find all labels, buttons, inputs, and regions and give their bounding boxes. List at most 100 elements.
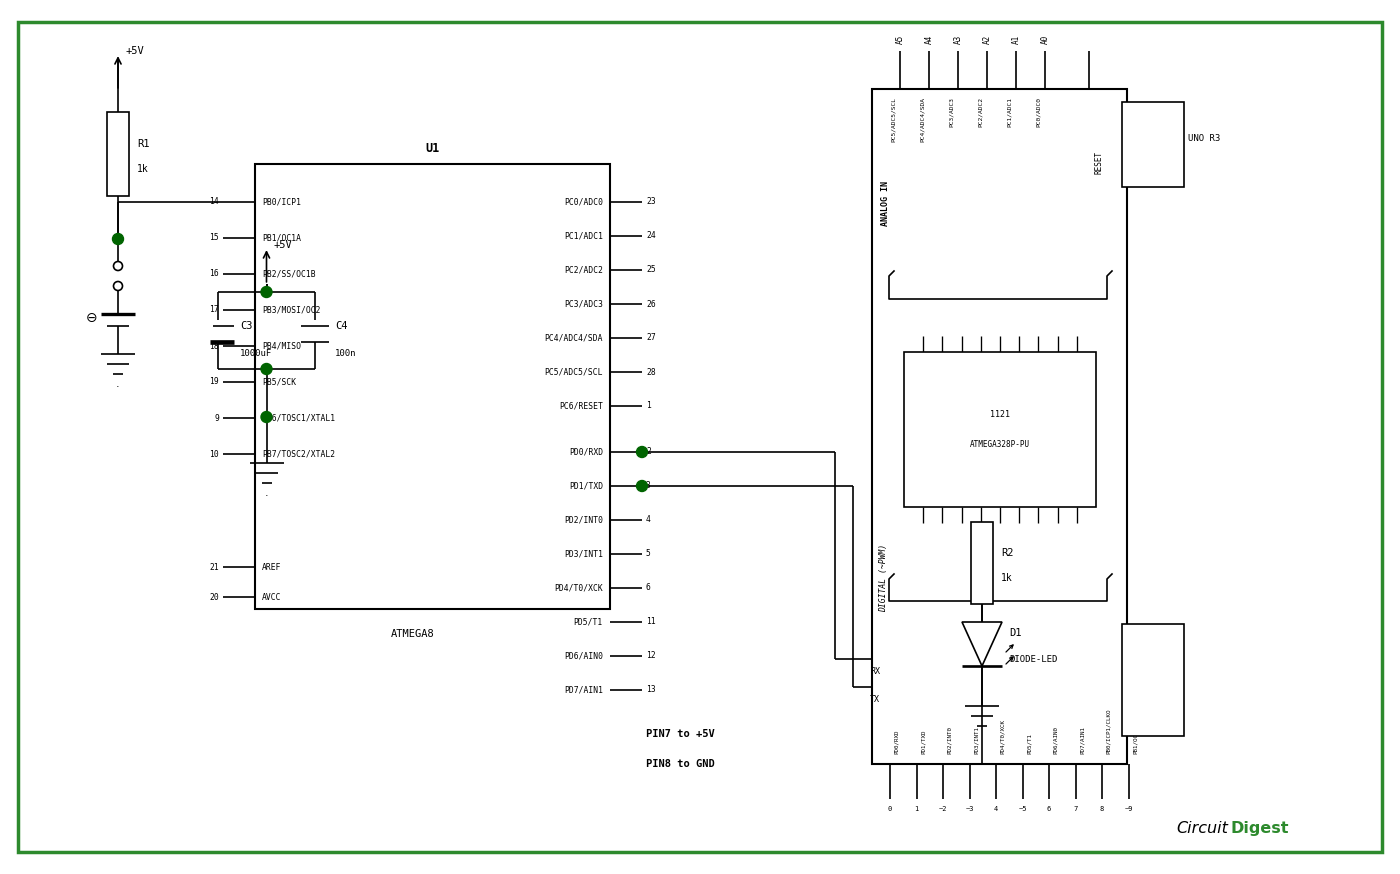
Text: AREF: AREF xyxy=(262,563,281,572)
Text: +5V: +5V xyxy=(125,46,144,56)
Text: 28: 28 xyxy=(645,367,655,377)
Text: PC5/ADC5/SCL: PC5/ADC5/SCL xyxy=(545,367,603,377)
Polygon shape xyxy=(962,622,1002,666)
Text: 0: 0 xyxy=(888,806,892,812)
Text: 4: 4 xyxy=(645,516,651,524)
Text: 1: 1 xyxy=(914,806,918,812)
Text: 23: 23 xyxy=(645,198,655,206)
Text: A1: A1 xyxy=(1011,35,1021,44)
Text: PC3/ADC3: PC3/ADC3 xyxy=(564,300,603,309)
Text: 9: 9 xyxy=(214,413,218,422)
Text: 26: 26 xyxy=(645,300,655,309)
Circle shape xyxy=(260,287,272,297)
Text: 18: 18 xyxy=(209,342,218,350)
Text: PC6/RESET: PC6/RESET xyxy=(559,401,603,411)
Text: PC5/ADC5/SCL: PC5/ADC5/SCL xyxy=(890,97,896,142)
Bar xyxy=(106,112,129,196)
Text: PD3/INT1: PD3/INT1 xyxy=(564,550,603,558)
Text: PC2/ADC2: PC2/ADC2 xyxy=(979,97,983,127)
Text: +5V: +5V xyxy=(273,240,293,250)
Text: PC3/ADC3: PC3/ADC3 xyxy=(949,97,953,127)
Text: 21: 21 xyxy=(209,563,218,572)
Text: 7: 7 xyxy=(1074,806,1078,812)
Circle shape xyxy=(637,481,647,491)
Text: 27: 27 xyxy=(645,334,655,343)
Text: PB0/ICP1/CLKO: PB0/ICP1/CLKO xyxy=(1106,709,1112,754)
Text: 3: 3 xyxy=(645,482,651,490)
Text: DIODE-LED: DIODE-LED xyxy=(1009,655,1057,664)
Text: 13: 13 xyxy=(645,685,655,695)
Text: 14: 14 xyxy=(209,198,218,206)
Text: PC4/ADC4/SDA: PC4/ADC4/SDA xyxy=(920,97,925,142)
Text: A5: A5 xyxy=(896,35,904,44)
Text: 12: 12 xyxy=(645,651,655,661)
Text: PD2/INT0: PD2/INT0 xyxy=(564,516,603,524)
Text: ATMEGA328P-PU: ATMEGA328P-PU xyxy=(970,440,1030,449)
Text: .: . xyxy=(116,379,120,389)
Text: Circuit: Circuit xyxy=(1176,821,1228,836)
Text: C4: C4 xyxy=(335,321,347,331)
Text: TX: TX xyxy=(869,695,881,704)
Text: PB4/MISO: PB4/MISO xyxy=(262,342,301,350)
Text: A0: A0 xyxy=(1040,35,1050,44)
Text: PB7/TOSC2/XTAL2: PB7/TOSC2/XTAL2 xyxy=(262,449,335,459)
Text: 24: 24 xyxy=(645,232,655,240)
Circle shape xyxy=(260,364,272,374)
Text: Digest: Digest xyxy=(1231,821,1288,836)
Text: ARDUINO UNO R3: ARDUINO UNO R3 xyxy=(1145,134,1221,143)
Text: 11: 11 xyxy=(645,618,655,627)
Text: PIN7 to +5V: PIN7 to +5V xyxy=(645,729,715,739)
Text: PB1/OC1A: PB1/OC1A xyxy=(1133,726,1137,754)
Text: PD0/RXD: PD0/RXD xyxy=(568,447,603,456)
Text: ~5: ~5 xyxy=(1018,806,1026,812)
Text: 20: 20 xyxy=(209,593,218,601)
Text: PD5/T1: PD5/T1 xyxy=(574,618,603,627)
Text: PIN8 to GND: PIN8 to GND xyxy=(645,759,715,769)
Text: ~9: ~9 xyxy=(1124,806,1133,812)
Text: PC2/ADC2: PC2/ADC2 xyxy=(564,266,603,274)
Text: PD0/RXD: PD0/RXD xyxy=(895,730,899,754)
Text: A3: A3 xyxy=(953,35,963,44)
Text: 15: 15 xyxy=(209,233,218,242)
Text: 6: 6 xyxy=(1047,806,1051,812)
Text: 1000uF: 1000uF xyxy=(239,349,272,358)
Text: C3: C3 xyxy=(239,321,252,331)
Text: PD6/AIN0: PD6/AIN0 xyxy=(1053,726,1058,754)
Text: PD1/TXD: PD1/TXD xyxy=(568,482,603,490)
Text: PD2/INT0: PD2/INT0 xyxy=(946,726,952,754)
Text: PB0/ICP1: PB0/ICP1 xyxy=(262,198,301,206)
Text: PD7/AIN1: PD7/AIN1 xyxy=(1079,726,1085,754)
Text: 8: 8 xyxy=(1100,806,1105,812)
Text: PD6/AIN0: PD6/AIN0 xyxy=(564,651,603,661)
Text: R2: R2 xyxy=(1001,548,1014,558)
Text: U1: U1 xyxy=(426,142,440,155)
Text: PB3/MOSI/OC2: PB3/MOSI/OC2 xyxy=(262,306,321,315)
Text: 4: 4 xyxy=(994,806,998,812)
Text: ATMEGA8: ATMEGA8 xyxy=(391,629,434,639)
Text: PB6/TOSC1/XTAL1: PB6/TOSC1/XTAL1 xyxy=(262,413,335,422)
Text: AVCC: AVCC xyxy=(262,593,281,601)
Text: 2: 2 xyxy=(645,447,651,456)
Text: R1: R1 xyxy=(137,139,150,149)
Circle shape xyxy=(113,261,123,270)
Text: DIGITAL (~PWM): DIGITAL (~PWM) xyxy=(879,544,889,613)
Text: 1121: 1121 xyxy=(990,410,1009,419)
Text: 5: 5 xyxy=(645,550,651,558)
Bar xyxy=(1121,102,1184,187)
Text: A4: A4 xyxy=(924,35,934,44)
Text: ARD1: ARD1 xyxy=(1145,101,1175,114)
Circle shape xyxy=(260,412,272,422)
Text: 1k: 1k xyxy=(137,164,148,174)
Text: 100n: 100n xyxy=(335,349,357,358)
Text: A2: A2 xyxy=(983,35,991,44)
Circle shape xyxy=(112,233,123,245)
Circle shape xyxy=(113,281,123,290)
Text: PD5/T1: PD5/T1 xyxy=(1026,733,1032,754)
Text: PB1/OC1A: PB1/OC1A xyxy=(262,233,301,242)
Text: ~2: ~2 xyxy=(939,806,948,812)
Text: 17: 17 xyxy=(209,306,218,315)
Text: PD4/T0/XCK: PD4/T0/XCK xyxy=(1000,719,1005,754)
Text: PD3/INT1: PD3/INT1 xyxy=(973,726,979,754)
Bar xyxy=(904,352,1096,507)
Text: PC0/ADC0: PC0/ADC0 xyxy=(564,198,603,206)
